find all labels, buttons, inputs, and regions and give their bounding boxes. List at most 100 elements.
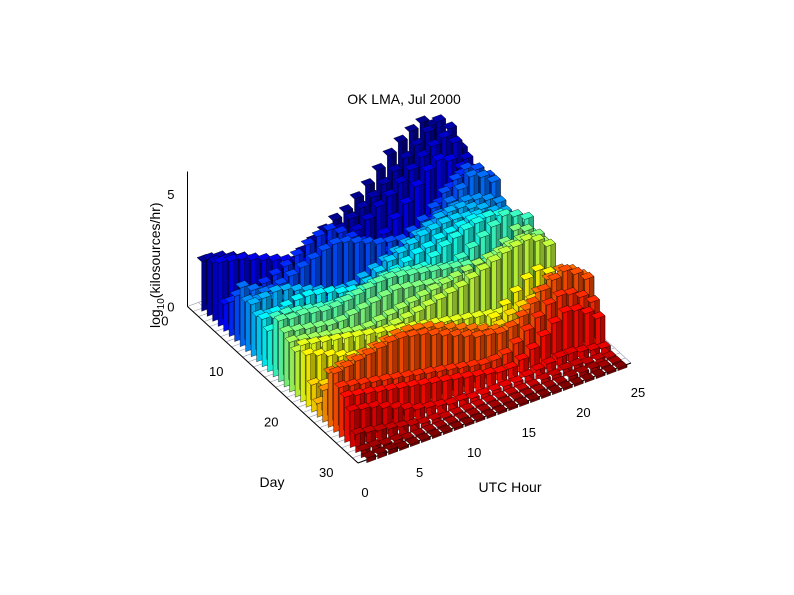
bar-top-face	[372, 313, 387, 323]
bar	[558, 380, 573, 392]
bar-top-face	[530, 383, 546, 392]
bar	[601, 364, 617, 376]
bar-top-face	[547, 272, 562, 281]
bar-top-face	[519, 233, 534, 242]
bar-top-face	[356, 402, 371, 411]
bar-top-face	[290, 323, 305, 332]
bar	[514, 396, 530, 408]
z-axis-label-subscript: 10	[156, 298, 167, 310]
z-axis-label: log10(kilosources/hr)	[147, 202, 167, 328]
bar-top-face	[322, 318, 338, 327]
bar	[443, 396, 458, 412]
bar	[372, 446, 388, 460]
bar	[585, 342, 600, 360]
bar-top-face	[448, 372, 464, 381]
y-tick-labels: 0 10 20 30	[161, 313, 333, 480]
bar-top-face	[350, 426, 366, 435]
z-tick-label: 0	[167, 299, 174, 314]
y-axis-label: Day	[260, 474, 285, 490]
bar-top-face	[465, 359, 480, 368]
bar-top-face	[410, 246, 425, 255]
bar-top-face	[415, 149, 430, 158]
bar-top-face	[410, 367, 426, 377]
bar-top-face	[410, 402, 426, 411]
bar-top-face	[361, 425, 377, 434]
bar-top-face	[361, 450, 377, 459]
bar	[519, 368, 535, 384]
bar-top-face	[295, 338, 311, 347]
bar-top-face	[426, 222, 441, 231]
bar-top-face	[475, 230, 491, 239]
bar-top-face	[459, 222, 474, 231]
bar-top-face	[350, 287, 365, 296]
bar-top-face	[328, 327, 343, 336]
bar-top-face	[306, 331, 322, 340]
bar-top-face	[458, 161, 474, 171]
bar-top-face	[421, 423, 437, 432]
bar-top-face	[267, 253, 283, 262]
y-axis-line	[187, 306, 359, 464]
bar-top-face	[256, 253, 272, 262]
bar-top-face	[393, 245, 409, 254]
bar-top-face	[481, 408, 497, 417]
bar-top-face	[322, 222, 337, 232]
bar-top-face	[443, 397, 458, 406]
bar	[361, 450, 377, 464]
bar-top-face	[431, 153, 447, 162]
bar-top-face	[459, 311, 474, 320]
bar-top-face	[514, 352, 529, 361]
bar	[492, 365, 508, 387]
bar-top-face	[301, 347, 316, 356]
bar-top-face	[404, 162, 419, 171]
bar-top-face	[339, 293, 354, 303]
bar-top-face	[492, 365, 508, 374]
bar-top-face	[431, 114, 446, 123]
bar-top-face	[530, 310, 546, 319]
bar-top-face	[557, 264, 573, 273]
bar-top-face	[410, 304, 425, 313]
bar-top-face	[361, 281, 376, 290]
bar-top-face	[327, 236, 343, 246]
bar-top-face	[574, 344, 589, 353]
bar-top-face	[311, 319, 327, 329]
bar-top-face	[416, 416, 431, 425]
bars-group	[196, 114, 628, 464]
bar-top-face	[317, 243, 332, 252]
bar-top-face	[405, 436, 420, 445]
bar-top-face	[574, 289, 589, 299]
bar-top-face	[449, 420, 464, 429]
bar-top-face	[328, 332, 343, 341]
bar-top-face	[552, 350, 568, 359]
bar-top-face	[350, 387, 366, 397]
bar-top-face	[311, 287, 327, 296]
bar-top-face	[585, 294, 600, 304]
bar-top-face	[569, 358, 584, 367]
bar-top-face	[514, 382, 529, 391]
bar-top-face	[541, 356, 557, 365]
bar-top-face	[475, 262, 491, 271]
bar	[465, 391, 480, 404]
bar-top-face	[278, 282, 294, 292]
bar-top-face	[475, 201, 490, 211]
bar-top-face	[525, 296, 540, 305]
bar-top-face	[224, 253, 239, 262]
bar-top-face	[360, 236, 376, 245]
bar-top-face	[387, 163, 403, 173]
bar-top-face	[481, 394, 497, 403]
bar-top-face	[378, 437, 393, 446]
bar-top-face	[469, 162, 485, 171]
bar-top-face	[398, 150, 414, 160]
bar	[432, 398, 448, 416]
z-tick-label: 5	[167, 187, 174, 202]
bar-top-face	[453, 182, 469, 191]
bar-top-face	[268, 284, 283, 293]
bar-top-face	[371, 236, 387, 245]
bar-top-face	[579, 306, 595, 315]
bar-top-face	[394, 419, 409, 428]
bar-top-face	[328, 366, 344, 375]
bar-top-face	[568, 266, 584, 276]
bar-top-face	[409, 179, 425, 188]
bar-top-face	[317, 334, 333, 343]
bar-top-face	[508, 336, 524, 345]
bar-top-face	[404, 267, 420, 276]
